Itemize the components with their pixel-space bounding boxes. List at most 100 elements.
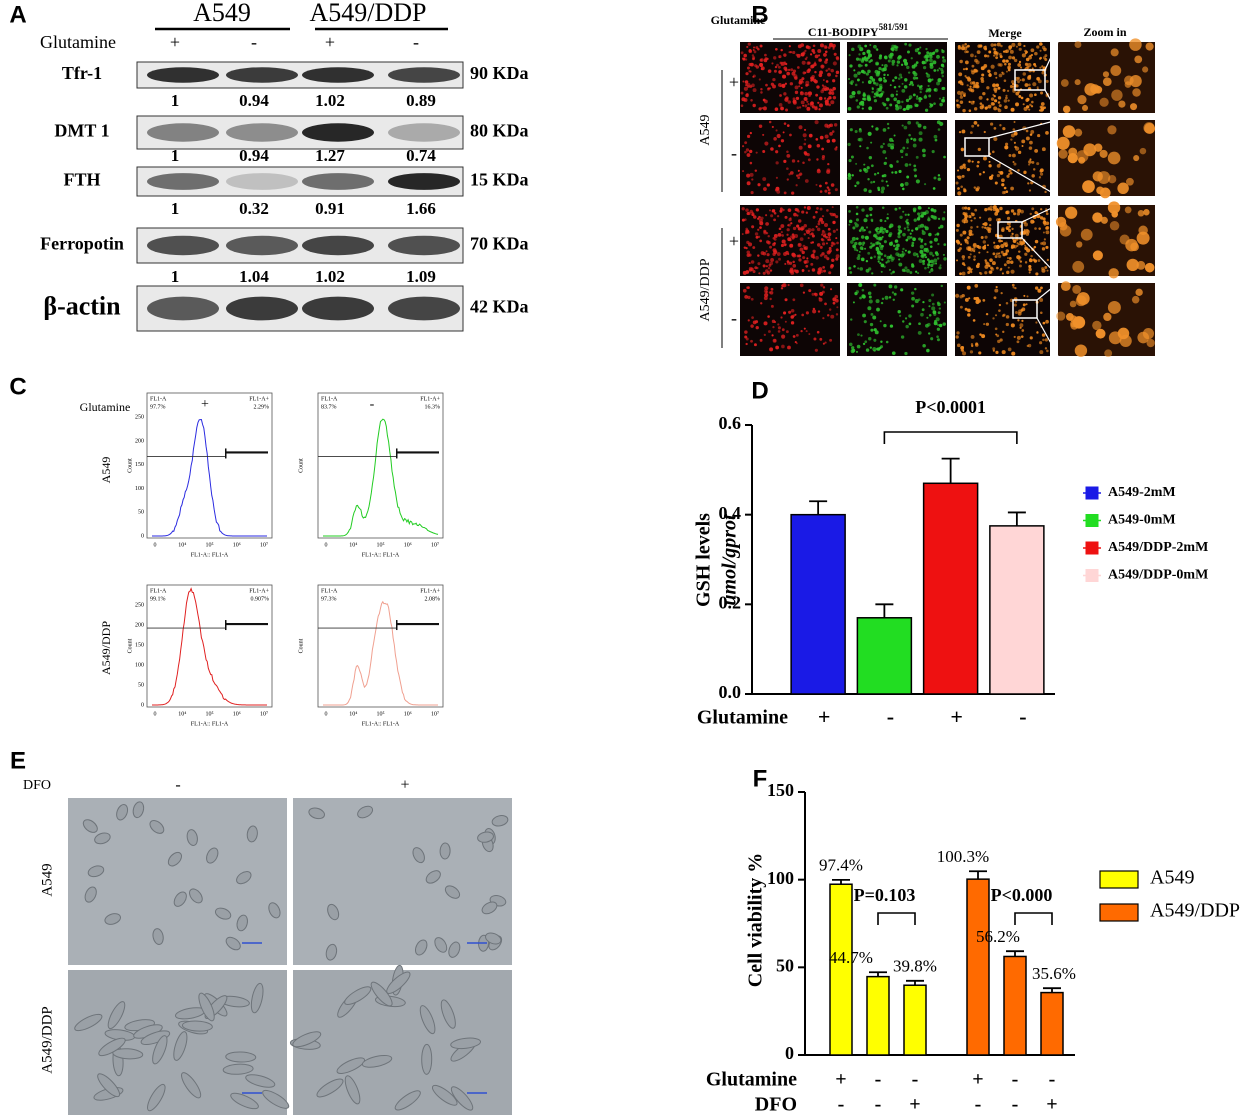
cell-signal <box>1014 286 1017 290</box>
cell-signal <box>1118 100 1126 108</box>
cell-signal <box>1099 187 1111 199</box>
cell-signal <box>928 52 933 57</box>
cell-signal <box>888 241 893 246</box>
cell-signal <box>792 99 797 104</box>
cell-signal <box>908 43 912 47</box>
cell-signal <box>941 217 946 221</box>
cell-signal <box>1034 227 1037 230</box>
cell-signal <box>982 245 987 250</box>
cell-signal <box>889 55 893 60</box>
cell-signal <box>781 344 785 349</box>
cell-signal <box>936 69 939 72</box>
cell-signal <box>1041 266 1045 271</box>
cell-signal <box>1005 94 1008 97</box>
cell-signal <box>875 61 879 66</box>
cell-signal <box>864 168 869 174</box>
cell <box>245 1074 276 1088</box>
cell-signal <box>966 285 971 290</box>
cell-signal <box>1044 266 1048 269</box>
cell-signal <box>1021 145 1024 147</box>
cell-signal <box>743 86 748 91</box>
cell-signal <box>802 244 806 248</box>
cell-signal <box>986 244 989 247</box>
cell-signal <box>873 44 877 49</box>
cell-signal <box>1015 45 1018 48</box>
cell-signal <box>956 241 960 245</box>
legend-label: A549/DDP <box>1150 900 1240 922</box>
cell-signal <box>800 86 803 89</box>
row-sign: + <box>729 231 739 251</box>
cell-signal <box>819 217 823 222</box>
cell <box>173 1031 188 1061</box>
cell-signal <box>749 70 752 73</box>
cell-signal <box>1040 286 1043 290</box>
gate-percentage: 99.1% <box>150 596 166 602</box>
cell-signal <box>983 63 988 68</box>
cell-signal <box>960 148 964 152</box>
cell-signal <box>790 235 793 238</box>
cell-signal <box>820 220 825 225</box>
cell-signal <box>791 71 796 76</box>
cell-signal <box>806 257 809 260</box>
cell <box>450 1037 482 1050</box>
y-tick-label: 200 <box>135 622 144 628</box>
cell-signal <box>768 87 771 90</box>
cell-signal <box>1110 65 1122 76</box>
cell-signal <box>822 79 825 81</box>
cell-signal <box>855 237 859 241</box>
cell-signal <box>811 268 816 272</box>
cell-signal <box>802 256 806 260</box>
cell-signal <box>1021 319 1024 322</box>
cell-signal <box>1030 48 1035 53</box>
cell-signal <box>927 88 932 93</box>
cell-signal <box>791 191 795 195</box>
column-sign: - <box>370 397 375 412</box>
cell-signal <box>1024 252 1028 256</box>
cell-signal <box>942 253 945 256</box>
cell-signal <box>770 258 774 262</box>
cell-signal <box>975 342 979 346</box>
cell-signal <box>744 80 749 84</box>
cell <box>198 992 215 1022</box>
cell-signal <box>908 322 912 326</box>
protein-name: β-actin <box>43 291 121 320</box>
cell-signal <box>1017 63 1022 67</box>
cell-signal <box>875 127 879 131</box>
cell-signal <box>773 69 777 73</box>
cell-signal <box>913 218 917 222</box>
cell-signal <box>889 103 893 107</box>
cell-signal <box>978 172 982 176</box>
cell-signal <box>1001 71 1004 74</box>
y-tick-label: 250 <box>135 602 144 608</box>
cell-signal <box>871 125 874 128</box>
cell-signal <box>782 131 785 134</box>
cell-signal <box>991 261 996 266</box>
cell-signal <box>918 259 923 263</box>
cell-signal <box>1028 271 1031 274</box>
cell-signal <box>1015 102 1020 107</box>
cell-signal <box>890 93 895 98</box>
cell-signal <box>765 265 768 268</box>
cell-signal <box>924 94 927 97</box>
cell-signal <box>1137 210 1145 217</box>
x-tick-label: - <box>1012 1094 1019 1116</box>
cell-signal <box>879 262 882 265</box>
cell-signal <box>917 212 921 216</box>
cell-signal <box>859 169 862 173</box>
cell-signal <box>790 222 793 225</box>
cell-signal <box>1037 288 1042 293</box>
cell-signal <box>835 146 838 149</box>
cell-signal <box>798 258 802 262</box>
cell-signal <box>801 250 805 255</box>
cell-signal <box>801 313 805 317</box>
cell-signal <box>894 48 898 52</box>
cell-signal <box>964 42 967 46</box>
cell-signal <box>831 258 835 262</box>
cell-signal <box>921 229 924 232</box>
cell-signal <box>918 206 922 210</box>
cell-signal <box>867 306 872 311</box>
cell-signal <box>799 237 804 242</box>
cell-signal <box>896 160 899 163</box>
cell-signal <box>1034 239 1039 244</box>
cell-signal <box>909 271 913 274</box>
